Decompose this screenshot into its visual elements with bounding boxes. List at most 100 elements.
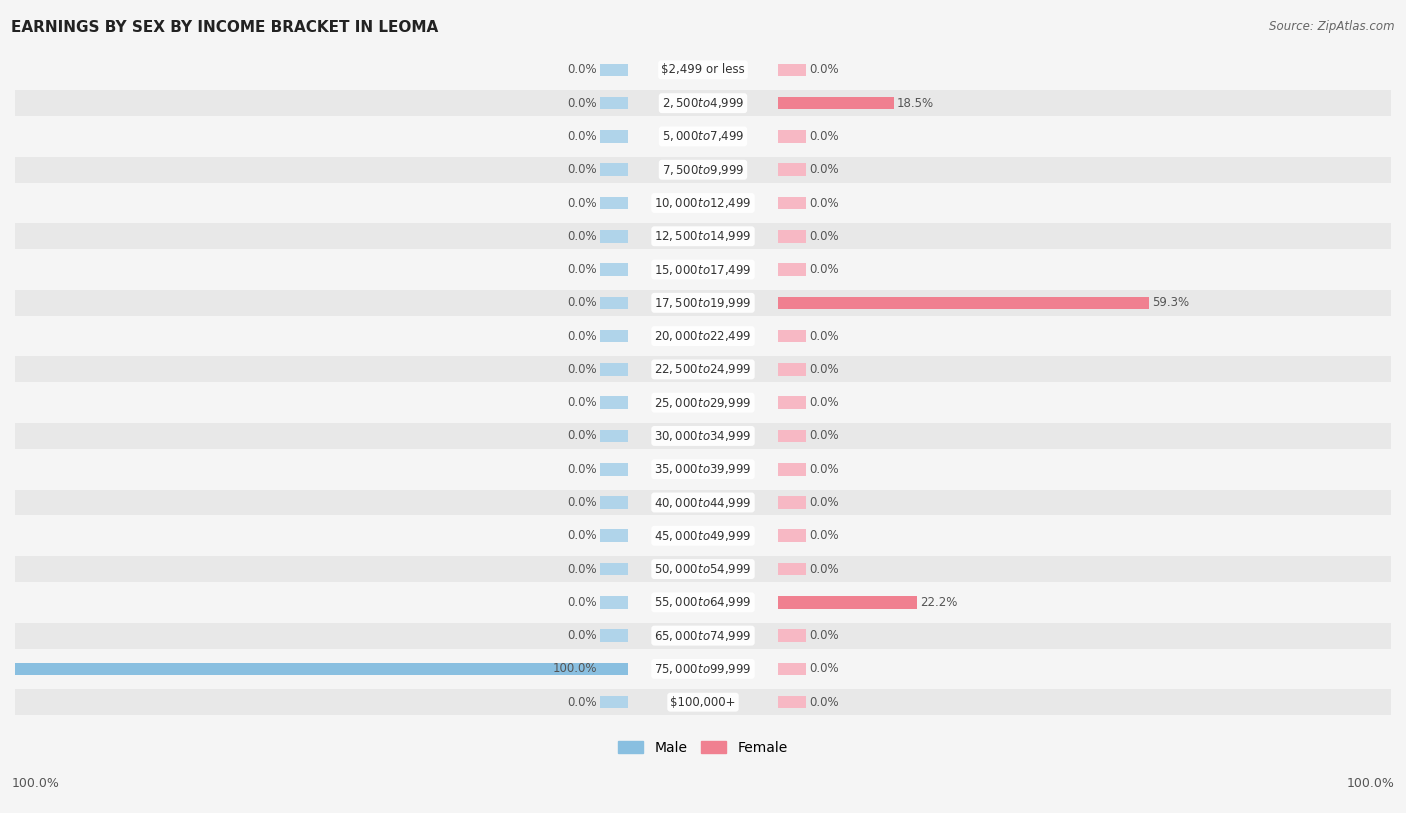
Text: 0.0%: 0.0% [567, 63, 596, 76]
Bar [15, 190, 1391, 216]
Bar [600, 397, 628, 409]
Bar [778, 263, 806, 276]
Text: $55,000 to $64,999: $55,000 to $64,999 [654, 595, 752, 609]
Bar [778, 363, 806, 376]
Text: $7,500 to $9,999: $7,500 to $9,999 [662, 163, 744, 176]
Bar [778, 330, 806, 342]
Text: 0.0%: 0.0% [567, 197, 596, 210]
Text: 0.0%: 0.0% [810, 496, 839, 509]
Bar [15, 523, 1391, 549]
Text: 0.0%: 0.0% [810, 629, 839, 642]
Bar [600, 563, 628, 576]
Text: $65,000 to $74,999: $65,000 to $74,999 [654, 628, 752, 642]
Text: 0.0%: 0.0% [810, 63, 839, 76]
Text: $75,000 to $99,999: $75,000 to $99,999 [654, 662, 752, 676]
Text: 100.0%: 100.0% [1347, 777, 1395, 790]
Text: 0.0%: 0.0% [810, 396, 839, 409]
Bar [778, 197, 806, 209]
Bar [600, 663, 628, 676]
Bar [600, 163, 628, 176]
Text: 59.3%: 59.3% [1152, 296, 1189, 309]
Bar [15, 124, 1391, 150]
Text: 22.2%: 22.2% [920, 596, 957, 609]
Text: 100.0%: 100.0% [11, 777, 59, 790]
Bar [15, 157, 1391, 183]
Bar [778, 596, 806, 609]
Bar [778, 429, 806, 442]
Bar [15, 489, 1391, 515]
Bar [778, 496, 806, 509]
Text: $100,000+: $100,000+ [671, 696, 735, 709]
Text: 0.0%: 0.0% [567, 396, 596, 409]
Text: $5,000 to $7,499: $5,000 to $7,499 [662, 129, 744, 143]
Bar [15, 423, 1391, 449]
Bar [778, 130, 806, 143]
Bar [778, 397, 806, 409]
Bar [778, 97, 894, 110]
Text: 0.0%: 0.0% [810, 663, 839, 676]
Bar [778, 529, 806, 542]
Bar [600, 263, 628, 276]
Bar [600, 330, 628, 342]
Text: 0.0%: 0.0% [567, 329, 596, 342]
Text: $40,000 to $44,999: $40,000 to $44,999 [654, 495, 752, 510]
Text: 0.0%: 0.0% [810, 197, 839, 210]
Text: 0.0%: 0.0% [567, 563, 596, 576]
Bar [15, 589, 1391, 615]
Text: $45,000 to $49,999: $45,000 to $49,999 [654, 528, 752, 543]
Text: 0.0%: 0.0% [567, 163, 596, 176]
Bar [778, 163, 806, 176]
Bar [600, 230, 628, 242]
Text: 0.0%: 0.0% [810, 563, 839, 576]
Bar [600, 297, 628, 309]
Text: $22,500 to $24,999: $22,500 to $24,999 [654, 363, 752, 376]
Bar [778, 63, 806, 76]
Bar [778, 663, 806, 676]
Text: 0.0%: 0.0% [567, 496, 596, 509]
Bar [600, 596, 628, 609]
Bar [15, 689, 1391, 715]
Text: $2,500 to $4,999: $2,500 to $4,999 [662, 96, 744, 111]
Text: 0.0%: 0.0% [567, 529, 596, 542]
Text: 0.0%: 0.0% [810, 163, 839, 176]
Text: $10,000 to $12,499: $10,000 to $12,499 [654, 196, 752, 210]
Bar [778, 463, 806, 476]
Text: 0.0%: 0.0% [567, 263, 596, 276]
Text: 0.0%: 0.0% [810, 429, 839, 442]
Bar [15, 323, 1391, 349]
Bar [15, 356, 1391, 382]
Text: $25,000 to $29,999: $25,000 to $29,999 [654, 396, 752, 410]
Bar [15, 257, 1391, 283]
Text: $30,000 to $34,999: $30,000 to $34,999 [654, 429, 752, 443]
Bar [600, 429, 628, 442]
Text: $20,000 to $22,499: $20,000 to $22,499 [654, 329, 752, 343]
Text: 0.0%: 0.0% [810, 363, 839, 376]
Bar [600, 629, 628, 642]
Text: 0.0%: 0.0% [567, 130, 596, 143]
Bar [600, 529, 628, 542]
Bar [778, 629, 806, 642]
Bar [600, 496, 628, 509]
Text: 0.0%: 0.0% [567, 463, 596, 476]
Bar [600, 696, 628, 708]
Text: 0.0%: 0.0% [567, 97, 596, 110]
Bar [600, 197, 628, 209]
Legend: Male, Female: Male, Female [613, 735, 793, 760]
Bar [778, 596, 917, 609]
Text: 0.0%: 0.0% [567, 596, 596, 609]
Text: 0.0%: 0.0% [567, 230, 596, 243]
Bar [15, 224, 1391, 250]
Text: $2,499 or less: $2,499 or less [661, 63, 745, 76]
Bar [15, 623, 1391, 649]
Bar [600, 97, 628, 110]
Bar [600, 363, 628, 376]
Bar [15, 556, 1391, 582]
Text: $17,500 to $19,999: $17,500 to $19,999 [654, 296, 752, 310]
Bar [778, 297, 806, 309]
Text: 0.0%: 0.0% [567, 629, 596, 642]
Bar [15, 57, 1391, 83]
Text: $15,000 to $17,499: $15,000 to $17,499 [654, 263, 752, 276]
Text: 0.0%: 0.0% [567, 429, 596, 442]
Text: $50,000 to $54,999: $50,000 to $54,999 [654, 562, 752, 576]
Bar [778, 97, 806, 110]
